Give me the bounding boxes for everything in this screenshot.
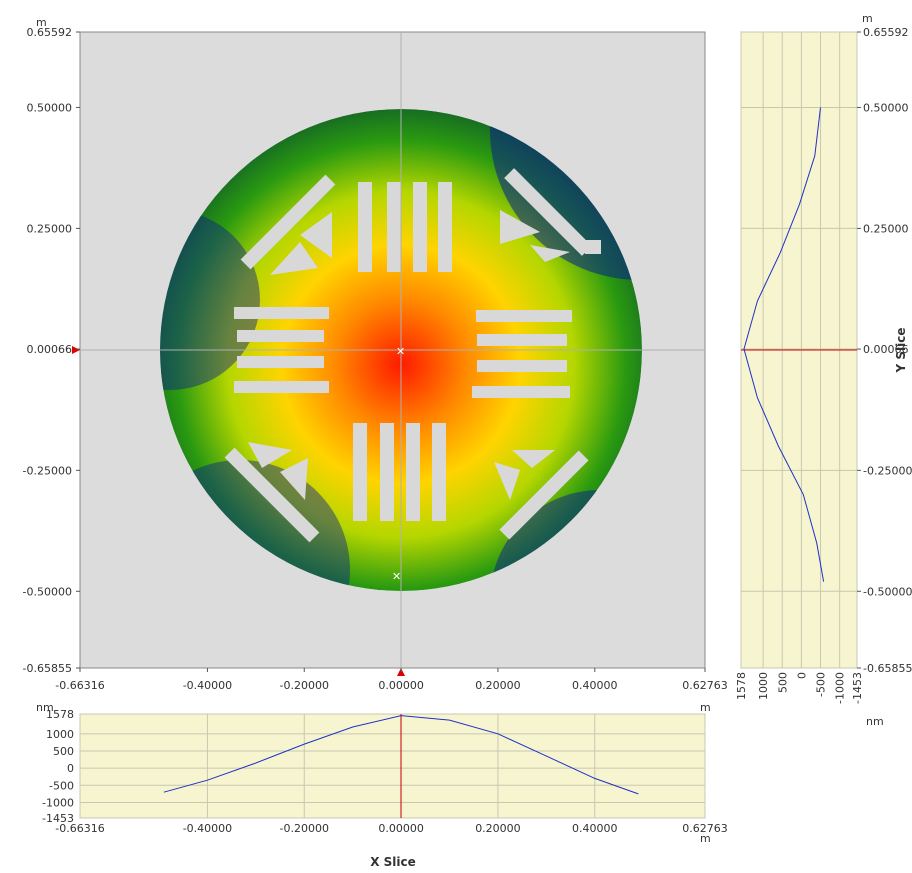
main-y-tick-label: 0.65592 bbox=[27, 26, 73, 39]
main-x-tick-labels: -0.66316 -0.40000 -0.20000 0.00000 0.20000 0.… bbox=[55, 668, 728, 692]
mask-pattern bbox=[224, 168, 601, 543]
main-y-tick-label: 0.25000 bbox=[27, 222, 73, 235]
x-slice-unit-top: nm bbox=[36, 701, 54, 714]
y-slice-y-tick-label: 0.50000 bbox=[863, 101, 909, 114]
x-slice-x-tick-label: 0.62763 bbox=[682, 822, 728, 835]
main-x-tick-label: 0.20000 bbox=[475, 679, 521, 692]
y-slice-x-tick-label: -500 bbox=[815, 672, 828, 697]
x-slice-x-tick-labels: -0.66316 -0.40000 -0.20000 0.00000 0.20000 0.… bbox=[55, 822, 727, 835]
y-slice-x-tick-label: 1578 bbox=[735, 672, 748, 700]
x-slice-unit-bottom: m bbox=[700, 832, 711, 845]
x-slice-y-tick-label: -500 bbox=[49, 779, 74, 792]
y-slice-y-tick-label: 0.00066 bbox=[863, 343, 909, 356]
main-y-tick-label: -0.65855 bbox=[23, 662, 72, 675]
main-y-tick-label: 0.50000 bbox=[27, 101, 73, 114]
x-slice-x-tick-label: 0.00000 bbox=[378, 822, 424, 835]
y-slice-y-tick-labels: 0.65592 0.50000 0.25000 0.00066 -0.25000 -0.5… bbox=[857, 26, 912, 675]
main-y-tick-label: -0.50000 bbox=[23, 585, 72, 598]
x-slice-y-tick-label: -1453 bbox=[42, 812, 74, 825]
x-slice-x-tick-label: -0.40000 bbox=[183, 822, 232, 835]
y-slice-y-tick-label: -0.65855 bbox=[863, 662, 912, 675]
x-slice-y-tick-label: 500 bbox=[53, 745, 74, 758]
y-slice-title: Y Slice bbox=[894, 328, 908, 374]
x-slice-title: X Slice bbox=[370, 855, 416, 869]
y-slice-x-tick-label: -1453 bbox=[851, 672, 864, 704]
x-slice-x-tick-label: 0.20000 bbox=[475, 822, 521, 835]
y-slice-y-tick-label: 0.25000 bbox=[863, 222, 909, 235]
main-x-tick-label: -0.20000 bbox=[280, 679, 329, 692]
x-slice-y-tick-labels: 1578 1000 500 0 -500 -1000 -1453 bbox=[42, 708, 74, 825]
y-slice-series-line bbox=[743, 107, 825, 582]
center-marker: ✕ bbox=[396, 345, 405, 358]
main-x-tick-label: -0.66316 bbox=[55, 679, 104, 692]
x-slice-x-tick-label: 0.40000 bbox=[572, 822, 618, 835]
x-slice-y-tick-label: 1000 bbox=[46, 728, 74, 741]
x-slice-series-line bbox=[163, 715, 639, 795]
main-x-tick-label: 0.62763 bbox=[682, 679, 728, 692]
y-slice-unit-bottom: nm bbox=[866, 715, 884, 728]
y-slice-x-tick-label: 0 bbox=[795, 672, 808, 679]
main-y-tick-label: 0.00066 bbox=[27, 343, 73, 356]
lower-marker: ✕ bbox=[392, 570, 401, 583]
y-slice-y-tick-label: 0.65592 bbox=[863, 26, 909, 39]
y-slice-x-tick-label: 500 bbox=[776, 672, 789, 693]
y-slice-y-tick-label: -0.50000 bbox=[863, 585, 912, 598]
x-slice-y-tick-label: 1578 bbox=[46, 708, 74, 721]
main-y-tick-labels: 0.65592 0.50000 0.25000 0.00066 -0.25000 -0.5… bbox=[23, 26, 80, 675]
main-x-unit: m bbox=[700, 701, 711, 714]
y-slice-position-marker[interactable] bbox=[72, 346, 80, 354]
main-y-unit: m bbox=[36, 16, 47, 29]
y-slice-x-tick-labels: 1578 1000 500 0 -500 -1000 -1453 bbox=[735, 672, 864, 704]
y-slice-x-tick-label: 1000 bbox=[757, 672, 770, 700]
main-x-tick-label: -0.40000 bbox=[183, 679, 232, 692]
x-slice-y-tick-label: 0 bbox=[67, 762, 74, 775]
y-slice-y-tick-label: -0.25000 bbox=[863, 464, 912, 477]
x-slice-x-tick-label: -0.20000 bbox=[280, 822, 329, 835]
y-slice-unit-top: m bbox=[862, 12, 873, 25]
main-x-tick-label: 0.40000 bbox=[572, 679, 618, 692]
main-x-tick-label: 0.00000 bbox=[378, 679, 424, 692]
main-y-tick-label: -0.25000 bbox=[23, 464, 72, 477]
main-plot[interactable]: ✕ ✕ bbox=[72, 0, 790, 710]
x-slice-x-tick-label: -0.66316 bbox=[55, 822, 104, 835]
y-slice-plot[interactable] bbox=[740, 31, 858, 669]
x-slice-plot[interactable] bbox=[79, 713, 706, 819]
y-slice-x-tick-label: -1000 bbox=[834, 672, 847, 704]
x-slice-y-tick-label: -1000 bbox=[42, 796, 74, 809]
